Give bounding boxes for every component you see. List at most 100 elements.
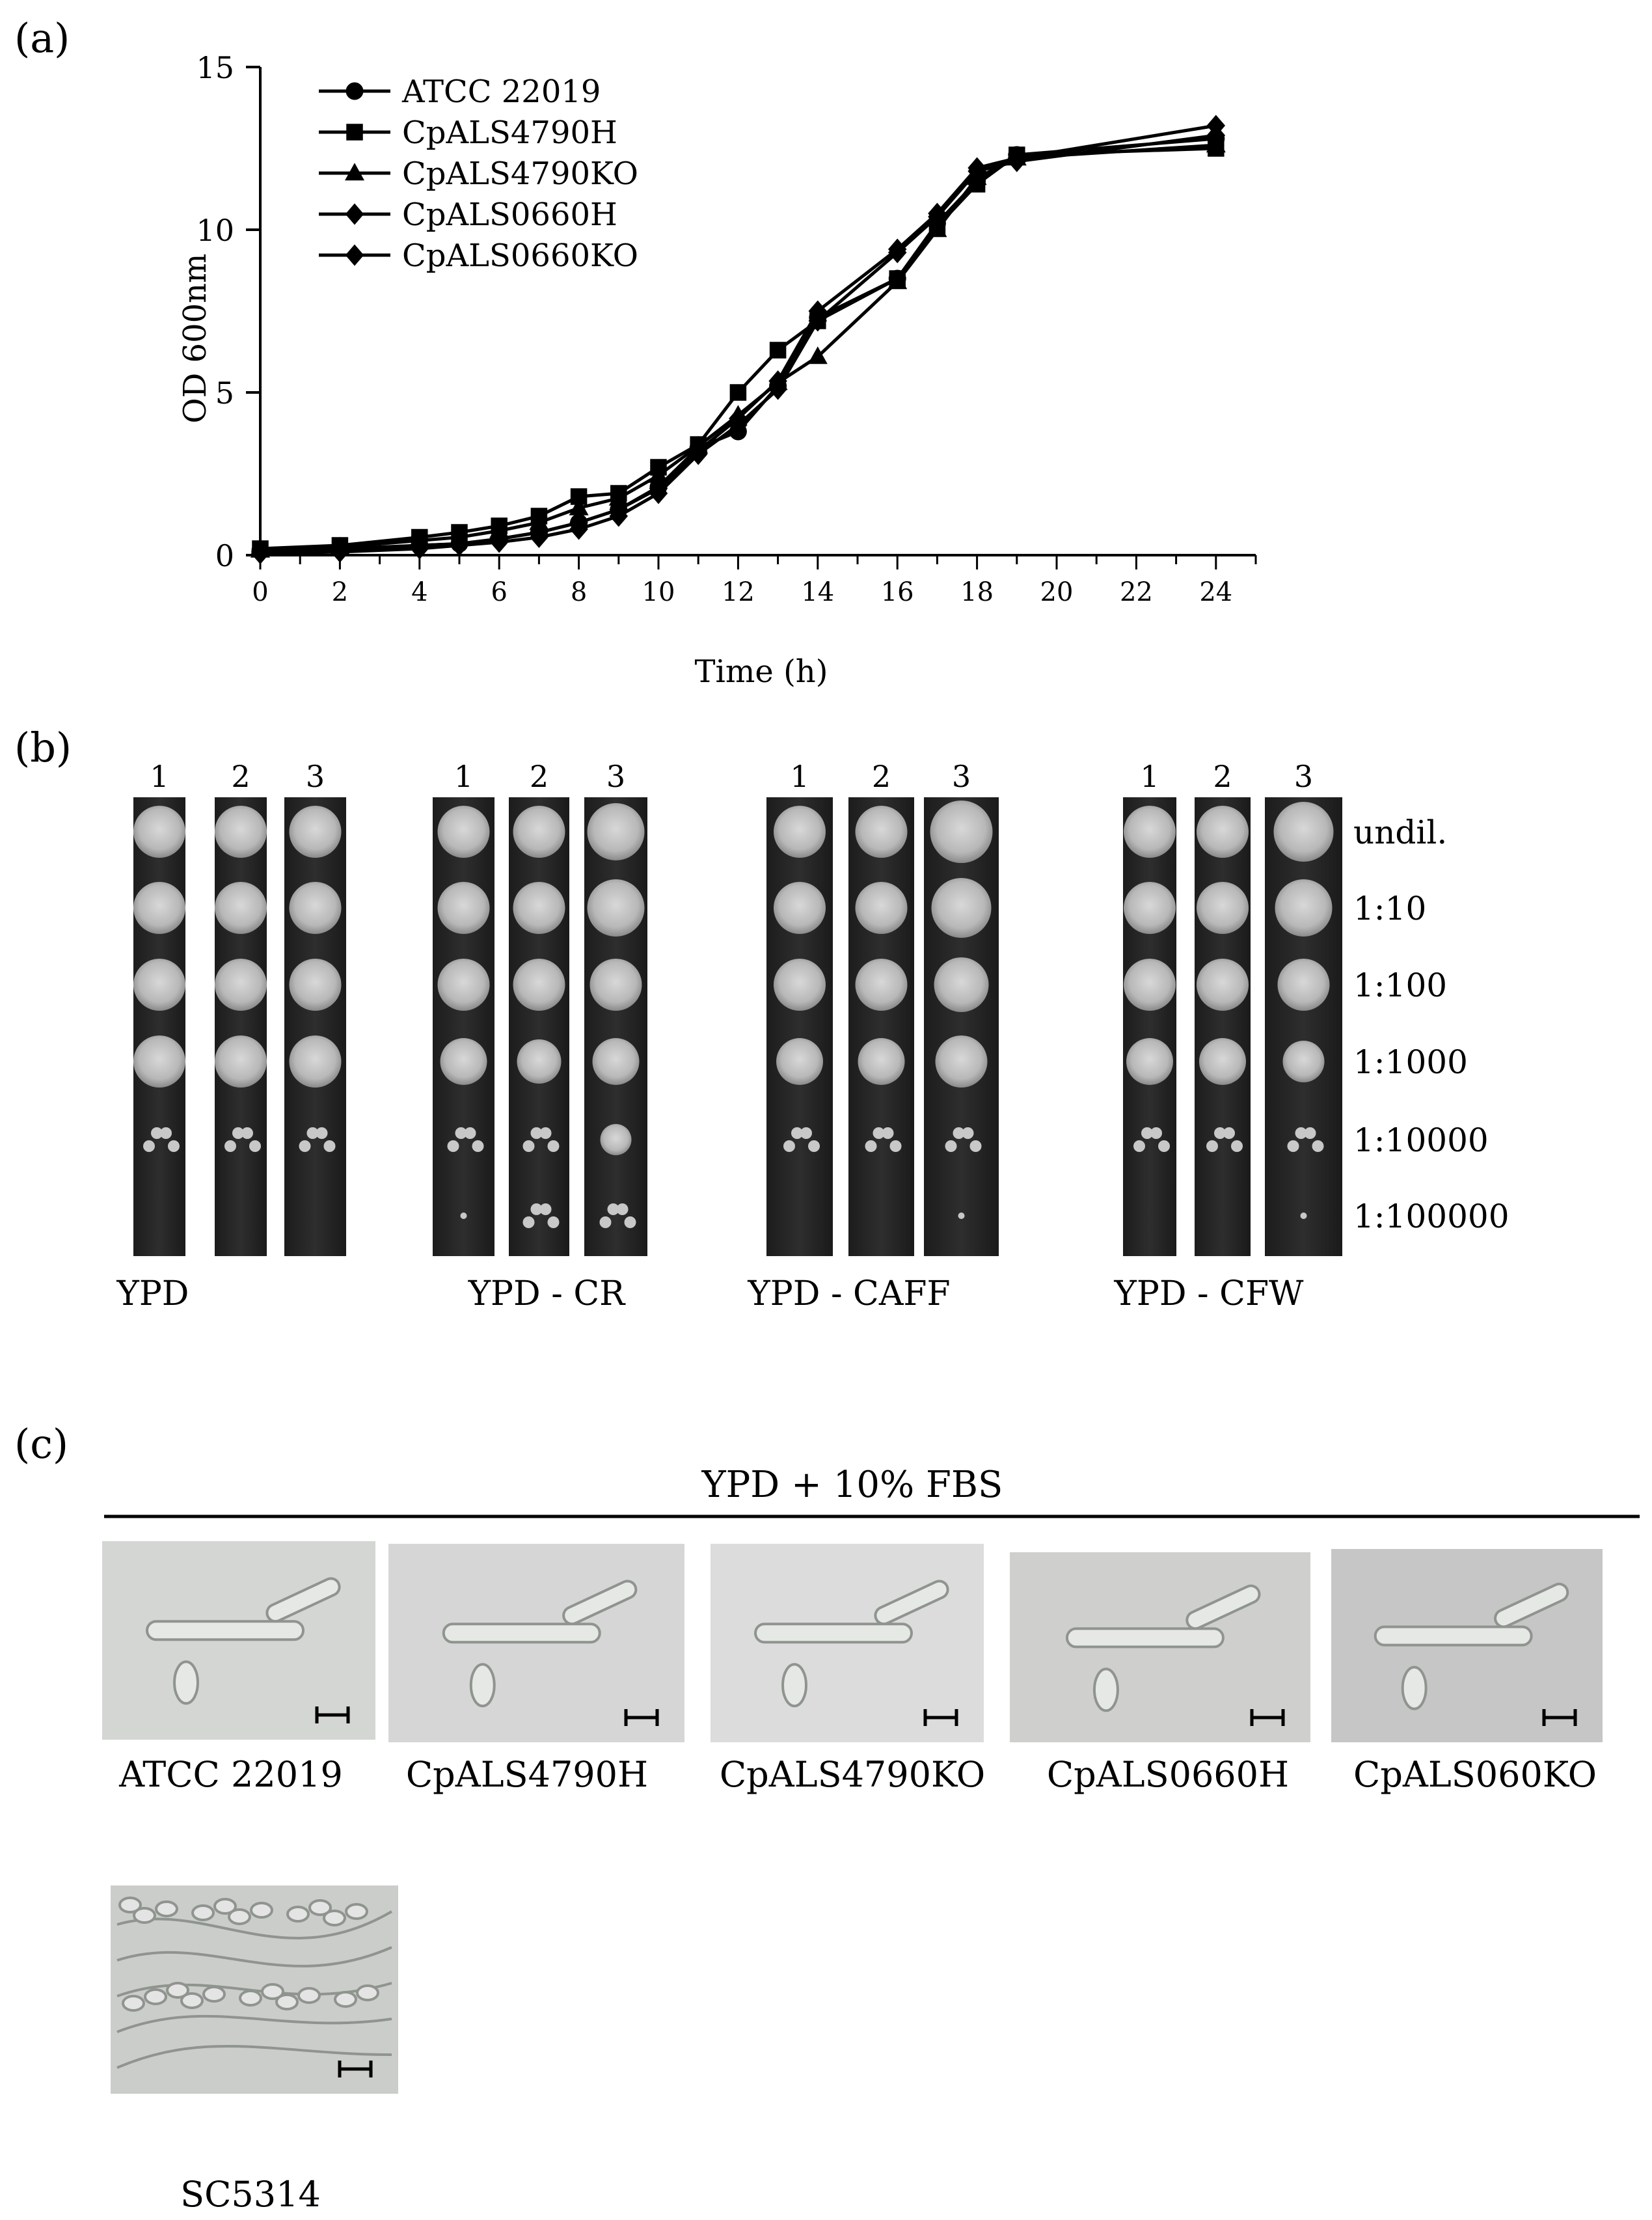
colony-spot (133, 806, 185, 858)
colony-spot (437, 882, 490, 934)
spot-plate: 1 2 3 YPD - CAFF (747, 759, 999, 1313)
colony-dot (783, 1140, 795, 1152)
dilution-label: 1:10 (1353, 890, 1426, 927)
dilution-label: 1:100000 (1353, 1198, 1510, 1235)
colony-spot (133, 1035, 185, 1088)
x-tick-label: 18 (960, 577, 994, 607)
data-point (1007, 150, 1027, 172)
plate-strip (284, 797, 346, 1256)
data-point (608, 487, 629, 506)
colony-spot (1126, 1038, 1173, 1085)
colony-spot (934, 957, 989, 1012)
colony-dot (1150, 1127, 1162, 1139)
colony-spot (589, 959, 642, 1011)
micrograph: SC5314 (111, 1885, 398, 2215)
colony-dot (1141, 1127, 1153, 1139)
microscopy-condition: YPD + 10% FBS (701, 1464, 1003, 1506)
data-point (649, 482, 668, 504)
plate-strip (848, 797, 914, 1256)
colony-spot (440, 1038, 487, 1085)
colony-spot (1124, 959, 1176, 1011)
colony-dot (953, 1127, 965, 1139)
cell-sketch (442, 1580, 638, 1708)
colony-dot (539, 1203, 552, 1215)
colony-dot (624, 1216, 636, 1228)
plate-strip (924, 797, 999, 1256)
strain-label: CpALS060KO (1353, 1754, 1597, 1795)
colony-dot (316, 1127, 328, 1139)
colony-spot (1273, 802, 1334, 862)
legend-marker (345, 163, 364, 181)
data-point (569, 518, 588, 540)
colony-spot (437, 959, 490, 1011)
colony-spot (935, 1035, 988, 1088)
colony-spot (774, 882, 826, 934)
colony-spot (1197, 882, 1249, 934)
plate-strip (766, 797, 833, 1256)
data-point (729, 414, 748, 436)
legend-label: CpALS4790KO (402, 156, 638, 192)
colony-spot (1197, 959, 1249, 1011)
cell-sketch (1374, 1582, 1569, 1710)
colony-spot (133, 959, 185, 1011)
cell-sketch (1065, 1584, 1261, 1712)
colony-dot (1304, 1127, 1316, 1139)
colony-spot (289, 1035, 342, 1088)
data-point (529, 512, 549, 530)
colony-dot (945, 1140, 957, 1152)
colony-dot (599, 1216, 612, 1228)
legend-label: CpALS4790H (402, 115, 617, 151)
x-axis-label: Time (h) (695, 653, 828, 690)
strain-column-label: 1 (454, 759, 473, 794)
series-cpals4790h (252, 140, 1225, 557)
colony-spot (215, 1035, 267, 1088)
micrograph: CpALS060KO (1331, 1549, 1603, 1795)
data-point (887, 271, 908, 290)
legend-label: ATCC 22019 (401, 74, 601, 110)
legend-label: CpALS0660H (402, 197, 617, 233)
colony-spot (513, 806, 565, 858)
panel-label-a: (a) (14, 14, 70, 62)
data-point (927, 219, 947, 238)
colony-dot (1300, 1213, 1307, 1219)
panel-label-b: (b) (14, 724, 72, 771)
colony-dot (241, 1127, 253, 1139)
data-point (489, 531, 509, 553)
data-point (251, 543, 270, 564)
spot-assay-panel: 1 2 3 YPD 1 2 3 YPD - CR 1 2 3 YPD - CAFF 1 2 3 YPD - C… (116, 759, 1509, 1313)
strain-column-label: 2 (872, 759, 891, 794)
cell-sketch (754, 1580, 949, 1708)
plate-strip (1195, 797, 1251, 1256)
colony-spot (215, 806, 267, 858)
plate-strip (584, 797, 647, 1256)
legend-entry: CpALS4790KO (319, 156, 638, 192)
colony-spot (931, 878, 992, 938)
colony-spot (289, 882, 342, 934)
data-point (808, 310, 828, 332)
colony-dot (472, 1140, 484, 1152)
colony-dot (151, 1127, 163, 1139)
data-point (807, 346, 828, 364)
colony-spot (1124, 882, 1176, 934)
y-tick-label: 15 (196, 50, 234, 85)
plate-strip (133, 797, 185, 1256)
strain-column-label: 1 (150, 759, 169, 794)
colony-dot (1133, 1140, 1145, 1152)
data-point (968, 160, 986, 182)
colony-spot (1277, 959, 1330, 1011)
legend-label: CpALS0660KO (402, 238, 638, 274)
colony-spot (513, 959, 565, 1011)
plate-strip (1123, 797, 1176, 1256)
colony-spot (600, 1124, 632, 1155)
cell-sketch (146, 1577, 341, 1705)
y-axis-label: OD 600nm (177, 253, 213, 423)
plate-strip (1265, 797, 1342, 1256)
data-point (769, 342, 787, 359)
chart-series (251, 115, 1226, 564)
colony-dot (1312, 1140, 1324, 1152)
micrograph: CpALS4790KO (711, 1544, 985, 1795)
colony-dot (547, 1216, 560, 1228)
micrograph: CpALS4790H (388, 1544, 684, 1795)
